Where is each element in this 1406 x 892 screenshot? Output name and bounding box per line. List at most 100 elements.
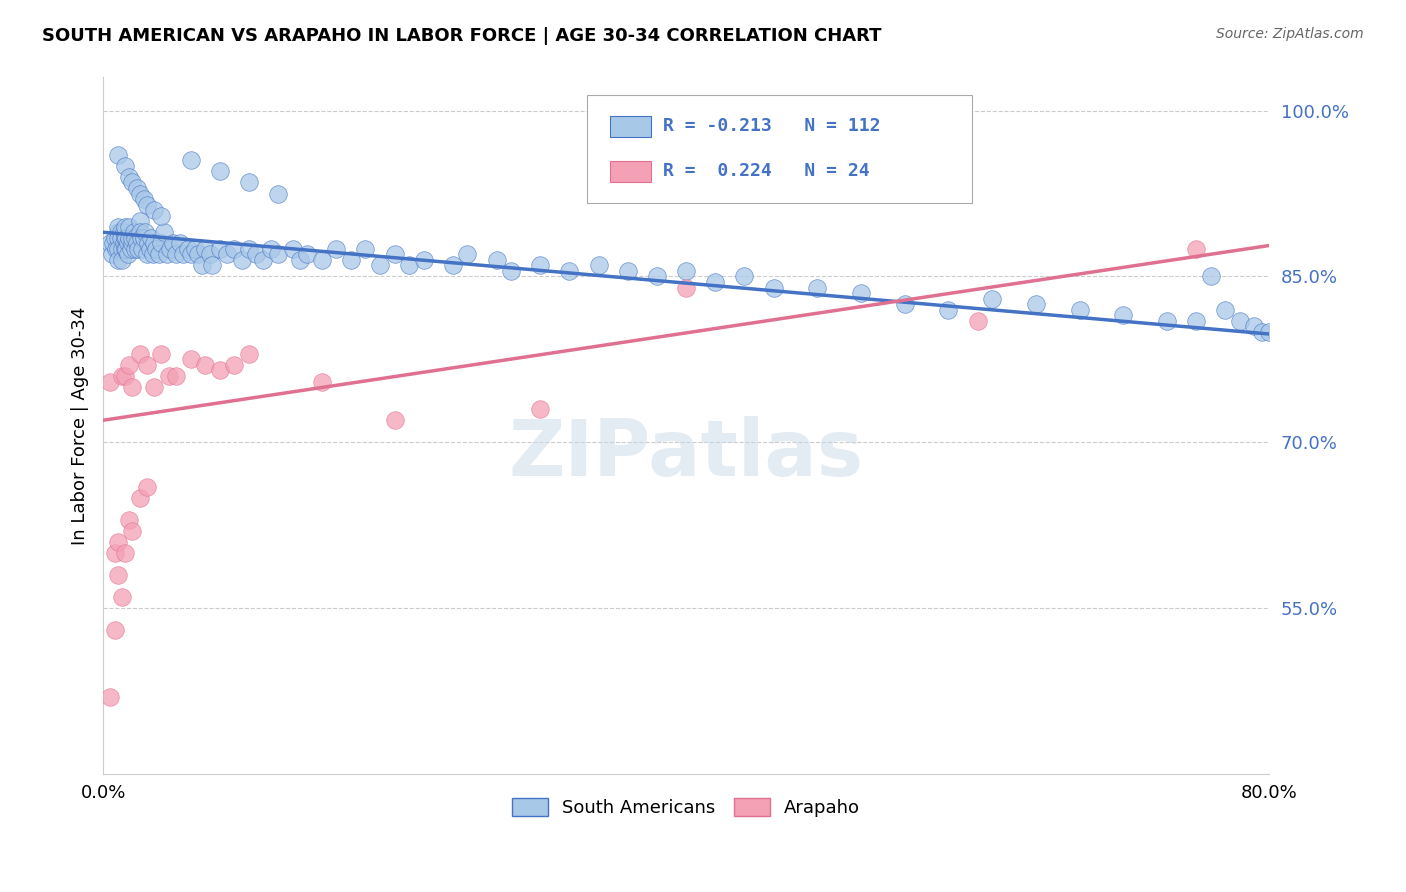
- Point: [114, 546, 136, 560]
- Point: [762, 280, 785, 294]
- Point: [100, 236, 122, 251]
- Point: [112, 225, 135, 239]
- FancyBboxPatch shape: [586, 95, 972, 202]
- Point: [118, 231, 141, 245]
- Point: [103, 236, 125, 251]
- Point: [180, 247, 202, 261]
- Point: [281, 242, 304, 256]
- Point: [966, 314, 988, 328]
- Point: [208, 363, 231, 377]
- Point: [124, 231, 146, 245]
- Point: [112, 236, 135, 251]
- Point: [115, 231, 138, 245]
- Point: [110, 231, 132, 245]
- Point: [107, 535, 129, 549]
- Point: [1258, 325, 1281, 339]
- Point: [132, 192, 155, 206]
- Point: [267, 247, 290, 261]
- Point: [1243, 319, 1265, 334]
- Point: [131, 242, 153, 256]
- Point: [121, 231, 143, 245]
- Point: [135, 480, 157, 494]
- Point: [1069, 302, 1091, 317]
- Point: [107, 568, 129, 582]
- Point: [224, 358, 246, 372]
- Point: [260, 242, 283, 256]
- Point: [198, 247, 221, 261]
- Point: [114, 369, 136, 384]
- Point: [118, 358, 141, 372]
- Text: Source: ZipAtlas.com: Source: ZipAtlas.com: [1216, 27, 1364, 41]
- Point: [104, 546, 127, 560]
- Point: [114, 242, 136, 256]
- Point: [118, 513, 141, 527]
- Point: [208, 242, 231, 256]
- Point: [121, 236, 143, 251]
- Point: [129, 231, 152, 245]
- Point: [412, 252, 434, 267]
- Point: [101, 247, 124, 261]
- Point: [441, 259, 464, 273]
- Point: [107, 231, 129, 245]
- FancyBboxPatch shape: [610, 116, 651, 136]
- Point: [134, 225, 156, 239]
- Point: [231, 252, 253, 267]
- Point: [128, 225, 150, 239]
- Point: [194, 242, 217, 256]
- Point: [111, 369, 134, 384]
- Point: [806, 280, 828, 294]
- Point: [107, 252, 129, 267]
- Point: [111, 590, 134, 604]
- Text: R = -0.213   N = 112: R = -0.213 N = 112: [662, 117, 880, 136]
- Point: [117, 236, 139, 251]
- Point: [114, 219, 136, 234]
- Point: [136, 236, 159, 251]
- Point: [145, 242, 167, 256]
- Point: [110, 225, 132, 239]
- Point: [456, 247, 478, 261]
- Point: [645, 269, 668, 284]
- Point: [139, 242, 162, 256]
- Point: [122, 225, 145, 239]
- Point: [354, 242, 377, 256]
- Point: [501, 264, 523, 278]
- Point: [150, 236, 173, 251]
- Point: [176, 242, 198, 256]
- Text: SOUTH AMERICAN VS ARAPAHO IN LABOR FORCE | AGE 30-34 CORRELATION CHART: SOUTH AMERICAN VS ARAPAHO IN LABOR FORCE…: [42, 27, 882, 45]
- Point: [558, 264, 581, 278]
- Point: [159, 242, 181, 256]
- Point: [238, 347, 260, 361]
- Point: [187, 247, 209, 261]
- FancyBboxPatch shape: [610, 161, 651, 182]
- Point: [208, 164, 231, 178]
- Point: [1185, 242, 1208, 256]
- Point: [201, 259, 224, 273]
- Point: [115, 242, 138, 256]
- Point: [104, 231, 127, 245]
- Point: [124, 242, 146, 256]
- Point: [252, 252, 274, 267]
- Point: [125, 181, 148, 195]
- Point: [981, 292, 1004, 306]
- Point: [1156, 314, 1178, 328]
- Point: [529, 402, 551, 417]
- Point: [288, 252, 311, 267]
- Point: [245, 247, 267, 261]
- Point: [117, 247, 139, 261]
- Point: [529, 259, 551, 273]
- Point: [127, 242, 149, 256]
- Point: [194, 358, 217, 372]
- Point: [125, 236, 148, 251]
- Point: [165, 369, 187, 384]
- Point: [616, 264, 638, 278]
- Point: [135, 197, 157, 211]
- Point: [180, 352, 202, 367]
- Point: [1025, 297, 1047, 311]
- Point: [157, 369, 180, 384]
- Text: R =  0.224   N = 24: R = 0.224 N = 24: [662, 162, 869, 180]
- Point: [121, 380, 143, 394]
- Point: [107, 242, 129, 256]
- Point: [180, 153, 202, 168]
- Point: [100, 690, 122, 704]
- Point: [368, 259, 391, 273]
